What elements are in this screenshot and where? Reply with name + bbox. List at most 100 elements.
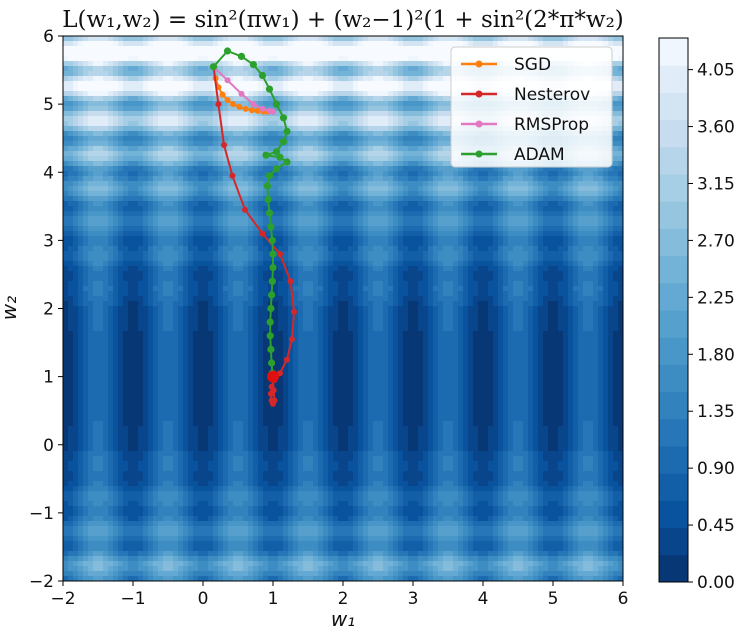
contour-cell [263,106,269,112]
contour-cell [73,231,79,237]
contour-cell [433,201,439,207]
contour-cell [433,216,439,222]
contour-cell [73,211,79,217]
contour-cell [198,61,204,67]
contour-cell [188,121,194,127]
contour-cell [143,111,149,117]
contour-cell [213,256,219,262]
contour-cell [233,156,239,162]
contour-cell [93,256,99,262]
contour-cell [423,146,429,152]
contour-cell [153,71,159,77]
contour-cell [318,246,324,252]
contour-cell [308,51,314,57]
contour-cell [483,36,489,42]
contour-cell [63,61,69,67]
contour-cell [348,176,354,182]
contour-cell [348,106,354,112]
contour-cell [238,121,244,127]
contour-cell [443,51,449,57]
contour-cell [163,56,169,62]
contour-cell [113,41,119,47]
contour-cell [418,196,424,202]
contour-cell [398,221,404,227]
contour-cell [98,36,104,42]
contour-cell [88,161,94,167]
contour-cell [63,91,69,97]
contour-cell [298,246,304,252]
contour-cell [228,121,234,127]
contour-cell [473,226,479,232]
contour-cell [458,216,464,222]
contour-cell [378,231,384,237]
contour-cell [378,81,384,87]
contour-cell [273,121,279,127]
contour-cell [273,61,279,67]
contour-cell [208,81,214,87]
contour-cell [478,241,484,247]
contour-cell [153,96,159,102]
contour-cell [383,86,389,92]
contour-cell [303,81,309,87]
contour-cell [508,171,514,177]
contour-cell [393,246,399,252]
contour-cell [158,221,164,227]
contour-cell [443,101,449,107]
contour-cell [203,101,209,107]
contour-cell [403,151,409,157]
contour-cell [153,216,159,222]
contour-cell [338,221,344,227]
contour-cell [253,36,259,42]
contour-cell [393,231,399,237]
contour-cell [398,226,404,232]
contour-cell [303,221,309,227]
contour-cell [178,231,184,237]
contour-cell [458,191,464,197]
contour-cell [488,186,494,192]
contour-cell [128,36,134,42]
contour-cell [618,156,623,162]
contour-cell [503,191,509,197]
contour-cell [138,161,144,167]
contour-cell [428,241,434,247]
contour-cell [448,251,454,257]
contour-cell [568,236,574,242]
contour-cell [548,221,554,227]
contour-cell [213,181,219,187]
contour-cell [273,126,279,132]
contour-cell [443,181,449,187]
contour-cell [178,186,184,192]
contour-cell [478,226,484,232]
contour-cell [363,191,369,197]
contour-cell [103,196,109,202]
contour-cell [243,236,249,242]
contour-cell [458,176,464,182]
contour-cell [118,191,124,197]
contour-cell [483,191,489,197]
contour-cell [393,71,399,77]
contour-cell [583,221,589,227]
contour-cell [363,221,369,227]
contour-cell [328,251,334,257]
contour-cell [468,36,474,42]
contour-cell [413,246,419,252]
contour-cell [258,256,264,262]
contour-cell [518,226,524,232]
contour-cell [528,41,534,47]
contour-cell [513,216,519,222]
contour-cell [358,51,364,57]
contour-cell [313,186,319,192]
contour-cell [398,241,404,247]
contour-cell [468,201,474,207]
contour-cell [143,251,149,257]
contour-cell [558,41,564,47]
contour-cell [178,161,184,167]
contour-cell [113,226,119,232]
contour-cell [113,81,119,87]
contour-cell [438,116,444,122]
contour-cell [238,256,244,262]
contour-cell [388,131,394,137]
contour-cell [403,61,409,67]
contour-cell [108,91,114,97]
contour-cell [273,111,279,117]
